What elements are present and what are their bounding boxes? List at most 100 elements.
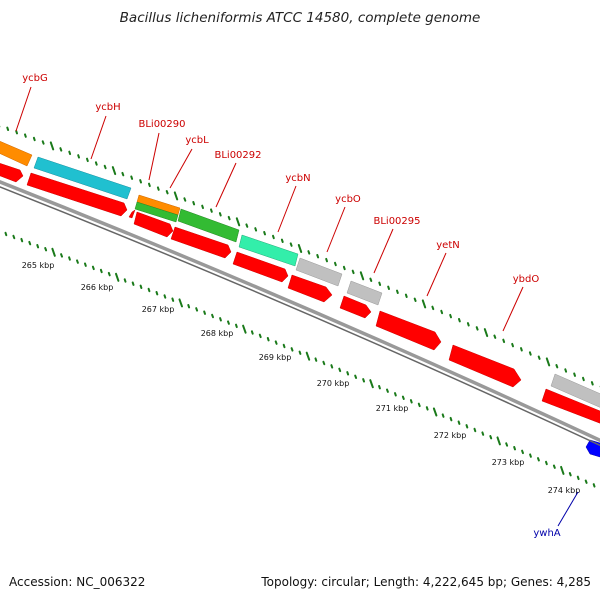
leader-ycbH bbox=[90, 115, 107, 160]
outer-tick bbox=[280, 238, 284, 243]
cog-feature-ycbO[interactable] bbox=[295, 257, 343, 287]
inner-tick bbox=[552, 464, 556, 469]
inner-tick bbox=[242, 324, 247, 334]
gene-label-ywhA[interactable]: ywhA bbox=[533, 528, 560, 539]
inner-tick bbox=[584, 479, 588, 484]
outer-tick bbox=[590, 381, 594, 386]
leader-ycbO bbox=[326, 206, 346, 253]
inner-tick bbox=[91, 265, 95, 271]
cds-ycbL[interactable] bbox=[133, 211, 174, 238]
leader-BLi00290 bbox=[148, 132, 160, 181]
gene-label-BLi00295[interactable]: BLi00295 bbox=[373, 216, 420, 227]
cds-ybdO-a[interactable] bbox=[448, 344, 522, 388]
outer-tick bbox=[359, 271, 365, 281]
cds-ycbO[interactable] bbox=[287, 274, 333, 303]
cds-yetN[interactable] bbox=[375, 310, 442, 351]
outer-tick bbox=[493, 334, 497, 339]
inner-tick bbox=[338, 367, 342, 373]
inner-tick bbox=[178, 298, 183, 308]
outer-tick bbox=[32, 136, 36, 142]
gene-label-ybdO[interactable]: ybdO bbox=[513, 274, 540, 285]
inner-tick bbox=[107, 271, 111, 277]
outer-tick bbox=[378, 281, 382, 286]
gene-label-ycbN[interactable]: ycbN bbox=[285, 173, 310, 184]
tick-labels: 265 kbp 266 kbp 267 kbp 268 kbp 269 kbp … bbox=[22, 261, 581, 495]
inner-tick bbox=[322, 360, 326, 366]
outer-tick bbox=[431, 305, 435, 311]
outer-tick bbox=[121, 171, 125, 177]
inner-tick bbox=[44, 247, 48, 252]
outer-tick bbox=[103, 164, 107, 170]
inner-tick bbox=[51, 247, 56, 257]
gene-label-ycbL[interactable]: ycbL bbox=[185, 135, 209, 146]
gene-label-ycbG[interactable]: ycbG bbox=[22, 73, 48, 84]
leader-ycbL bbox=[169, 148, 193, 189]
cog-feature-ycbN[interactable] bbox=[238, 234, 299, 267]
outer-tick bbox=[210, 208, 213, 213]
gene-label-ycbO[interactable]: ycbO bbox=[335, 194, 361, 205]
leader-yetN bbox=[426, 252, 447, 297]
footer-accession: Accession: NC_006322 bbox=[9, 575, 145, 589]
tick-label-270: 270 kbp bbox=[317, 379, 350, 388]
cds-ybdO-b[interactable] bbox=[541, 388, 600, 424]
inner-tick bbox=[441, 413, 445, 418]
cds-BLi00290[interactable] bbox=[128, 209, 136, 219]
outer-tick bbox=[111, 166, 117, 176]
outer-tick bbox=[86, 157, 89, 163]
inner-tick bbox=[449, 416, 453, 422]
inner-tick bbox=[187, 304, 191, 309]
outer-tick bbox=[183, 197, 187, 202]
gene-label-ycbH[interactable]: ycbH bbox=[95, 102, 120, 113]
cds-ycbG[interactable] bbox=[0, 160, 24, 183]
tick-label-274: 274 kbp bbox=[548, 486, 581, 495]
outer-tick bbox=[421, 299, 427, 309]
gene-label-yetN[interactable]: yetN bbox=[436, 240, 459, 251]
gene-label-BLi00292[interactable]: BLi00292 bbox=[214, 150, 261, 161]
inner-tick bbox=[529, 453, 532, 458]
inner-tick bbox=[496, 436, 501, 446]
tick-label-273: 273 kbp bbox=[492, 458, 525, 467]
cog-feature-ycbH[interactable] bbox=[33, 156, 132, 200]
cog-feature-BLi00295[interactable] bbox=[346, 280, 383, 306]
outer-tick bbox=[502, 338, 506, 344]
leader-BLi00292 bbox=[215, 162, 237, 208]
outer-tick bbox=[413, 297, 417, 302]
inner-tick bbox=[36, 244, 40, 249]
cds-ywhA[interactable] bbox=[585, 439, 600, 460]
gene-label-BLi00290[interactable]: BLi00290 bbox=[138, 119, 185, 130]
cds-BLi00292[interactable] bbox=[170, 226, 232, 259]
outer-tick bbox=[334, 261, 337, 267]
inner-tick bbox=[171, 297, 175, 302]
inner-tick bbox=[369, 379, 374, 389]
outer-tick bbox=[173, 191, 179, 201]
cds-ycbH[interactable] bbox=[26, 172, 128, 217]
inner-tick bbox=[560, 465, 565, 475]
outer-tick bbox=[24, 133, 27, 138]
outer-tick bbox=[564, 368, 568, 373]
backbone-outer bbox=[0, 180, 600, 443]
inner-tick bbox=[163, 294, 167, 299]
cds-BLi00295[interactable] bbox=[339, 295, 372, 319]
outer-tick bbox=[94, 161, 98, 166]
cog-feature-ring bbox=[0, 137, 600, 410]
outer-tick bbox=[245, 223, 249, 228]
cog-feature-ycbG[interactable] bbox=[0, 137, 33, 167]
outer-tick bbox=[387, 285, 390, 290]
inner-tick bbox=[346, 371, 350, 376]
cog-feature-ycbL[interactable] bbox=[134, 201, 179, 223]
cog-feature-ybdO[interactable] bbox=[550, 373, 600, 410]
cog-feature-BLi00292[interactable] bbox=[177, 208, 240, 243]
inner-tick bbox=[354, 374, 358, 379]
inner-tick bbox=[28, 240, 32, 246]
inner-tick bbox=[235, 323, 238, 329]
outer-tick bbox=[475, 326, 479, 331]
inner-tick bbox=[76, 259, 79, 264]
inner-tick bbox=[68, 256, 71, 261]
inner-tick bbox=[123, 278, 127, 283]
inner-tick bbox=[537, 457, 540, 462]
leader-ycbN bbox=[277, 185, 297, 233]
inner-tick bbox=[99, 268, 103, 274]
inner-tick bbox=[481, 431, 485, 436]
outer-tick bbox=[59, 147, 63, 152]
cds-ycbN[interactable] bbox=[232, 251, 289, 283]
